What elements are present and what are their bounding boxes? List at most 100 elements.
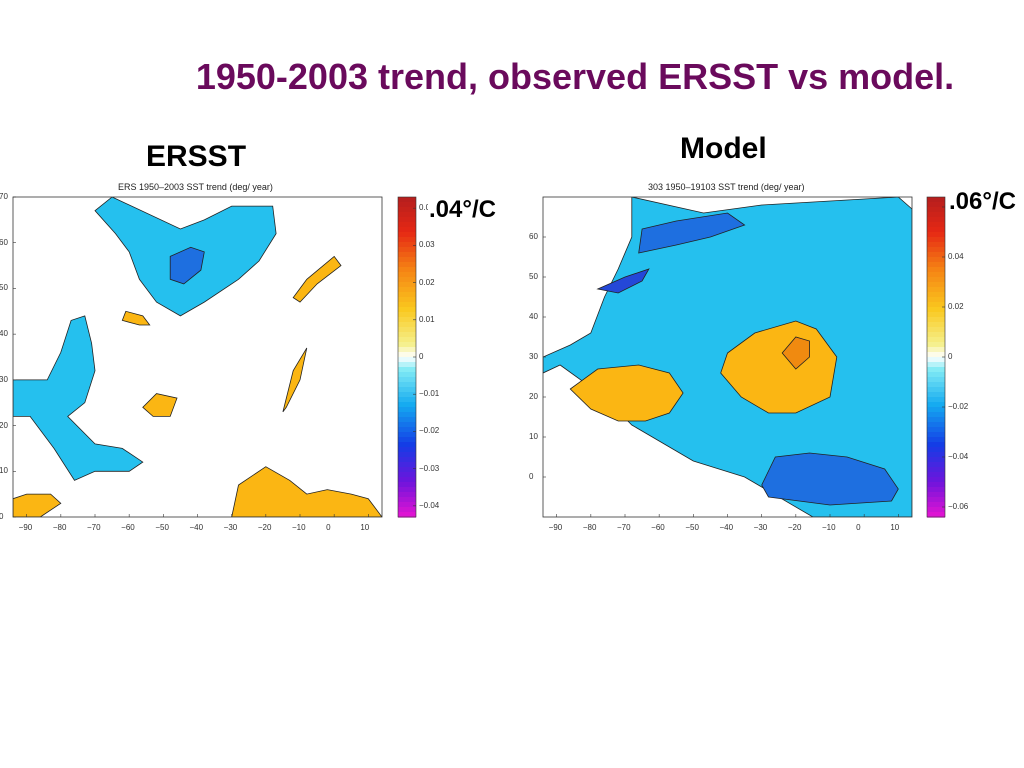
colorbar-segment	[398, 232, 416, 238]
colorbar-segment	[927, 497, 945, 503]
x-tick-label: 10	[360, 523, 370, 532]
colorbar-segment	[398, 197, 416, 203]
colorbar-segment	[398, 257, 416, 263]
colorbar-segment	[398, 387, 416, 393]
x-tick-label: −30	[223, 523, 238, 532]
colorbar-segment	[927, 327, 945, 333]
colorbar-segment	[927, 462, 945, 468]
x-tick-label: −80	[52, 523, 67, 532]
colorbar-tick-label: −0.04	[419, 500, 440, 510]
colorbar-segment	[398, 272, 416, 278]
colorbar-segment	[398, 297, 416, 303]
trend-region-1	[13, 315, 144, 481]
colorbar-segment	[927, 287, 945, 293]
plot-title-ersst: ERS 1950–2003 SST trend (deg/ year)	[118, 182, 273, 192]
colorbar-segment	[927, 427, 945, 433]
colorbar-segment	[927, 357, 945, 363]
colorbar-segment	[927, 452, 945, 458]
colorbar-segment	[927, 272, 945, 278]
colorbar-segment	[398, 267, 416, 273]
colorbar-segment	[398, 277, 416, 283]
colorbar-segment	[927, 252, 945, 258]
colorbar-segment	[927, 367, 945, 373]
plot-frame	[12, 196, 383, 518]
y-tick-label: 60	[529, 232, 538, 241]
panel-label-model: Model	[680, 132, 767, 165]
trend-region-5	[121, 310, 151, 326]
colorbar-segment	[398, 337, 416, 343]
colorbar-segment	[398, 507, 416, 513]
x-tick-label: −90	[18, 523, 33, 532]
colorbar-segment	[398, 382, 416, 388]
colorbar-segment	[398, 207, 416, 213]
colorbar-segment	[398, 227, 416, 233]
colorbar-segment	[398, 307, 416, 313]
colorbar-segment	[398, 472, 416, 478]
colorbar-segment	[927, 332, 945, 338]
colorbar-segment	[398, 462, 416, 468]
colorbar-segment	[398, 452, 416, 458]
colorbar-segment	[398, 487, 416, 493]
y-tick-label: 40	[0, 329, 8, 339]
colorbar-segment	[927, 437, 945, 443]
colorbar-tick-label: −0.02	[948, 402, 969, 411]
ersst-unit-label: .04°/C	[428, 196, 497, 224]
colorbar-segment	[927, 352, 945, 358]
colorbar-segment	[398, 442, 416, 448]
x-tick-label: 10	[890, 523, 900, 532]
colorbar-tick-label: 0.04	[948, 252, 964, 261]
trend-region-0	[94, 197, 277, 317]
colorbar-segment	[927, 442, 945, 448]
x-tick-label: −80	[582, 523, 597, 532]
slide-title: 1950-2003 trend, observed ERSST vs model…	[195, 56, 955, 97]
colorbar-segment	[398, 437, 416, 443]
colorbar-segment	[398, 512, 416, 518]
colorbar-segment	[927, 247, 945, 253]
x-tick-label: −30	[753, 523, 768, 532]
colorbar-segment	[398, 432, 416, 438]
y-tick-label: 0	[529, 472, 534, 481]
y-tick-label: 30	[0, 374, 8, 384]
colorbar-segment	[398, 212, 416, 218]
colorbar-segment	[398, 477, 416, 483]
colorbar-segment	[927, 387, 945, 393]
colorbar-segment	[927, 242, 945, 248]
y-tick-label: 30	[529, 352, 538, 361]
trend-region-0	[543, 197, 912, 517]
colorbar-segment	[927, 207, 945, 213]
colorbar-segment	[398, 402, 416, 408]
colorbar-segment	[398, 247, 416, 253]
colorbar-segment	[927, 282, 945, 288]
colorbar-segment	[398, 237, 416, 243]
colorbar-segment	[927, 322, 945, 328]
colorbar-segment	[927, 457, 945, 463]
colorbar-segment	[927, 212, 945, 218]
colorbar-tick-label: 0.03	[419, 240, 435, 250]
x-tick-label: −60	[651, 523, 665, 532]
trend-region-4	[142, 393, 178, 417]
colorbar-segment	[398, 282, 416, 288]
colorbar-segment	[927, 487, 945, 493]
trend-region-3	[638, 212, 746, 254]
colorbar-segment	[398, 357, 416, 363]
colorbar-segment	[398, 392, 416, 398]
y-tick-label: 70	[0, 192, 8, 201]
x-tick-label: −50	[155, 523, 169, 532]
colorbar-segment	[398, 497, 416, 503]
colorbar-segment	[398, 352, 416, 358]
y-tick-label: 50	[529, 272, 538, 281]
colorbar-tick-label: 0	[948, 352, 953, 361]
colorbar-segment	[927, 232, 945, 238]
colorbar-frame	[397, 196, 417, 518]
colorbar-segment	[398, 407, 416, 413]
colorbar-tick-label: 0.04	[419, 203, 435, 213]
colorbar-segment	[398, 457, 416, 463]
colorbar-tick-label: −0.06	[948, 502, 969, 511]
x-tick-label: −40	[189, 523, 204, 532]
x-tick-label: −70	[617, 523, 631, 532]
colorbar-segment	[398, 347, 416, 353]
colorbar-tick-label: 0.01	[419, 314, 435, 324]
